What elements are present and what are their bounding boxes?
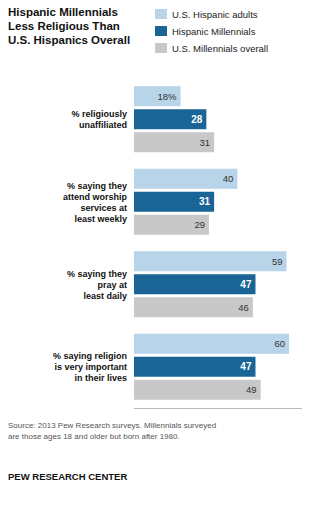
data-label: 47 (240, 279, 252, 290)
data-label: 18% (158, 91, 178, 102)
text-line: pray at (97, 280, 127, 290)
text-line: are those ages 18 and older but born aft… (8, 432, 180, 441)
data-label: 59 (272, 256, 283, 267)
bar (134, 274, 255, 294)
category-label: % saying theypray atleast daily (67, 269, 127, 301)
category-label: % religiouslyunaffiliated (71, 109, 127, 130)
legend: U.S. Hispanic adults Hispanic Millennials… (155, 9, 268, 54)
text-line: unaffiliated (79, 120, 127, 130)
data-label: 31 (199, 196, 211, 207)
data-label: 31 (200, 137, 211, 148)
text-line: is very important (54, 362, 127, 372)
title: Hispanic Millennials Less Religious Than U… (8, 6, 130, 46)
legend-swatch (155, 43, 167, 53)
bars (134, 86, 289, 400)
text-line: least weekly (74, 214, 127, 224)
text-line: Hispanic Millennials (8, 6, 118, 18)
x-axis-line (134, 408, 302, 409)
bar (134, 297, 253, 317)
text-line: services at (80, 203, 127, 213)
data-label: 47 (240, 361, 252, 372)
legend-swatch (155, 26, 167, 36)
bar (134, 109, 206, 129)
data-label: 46 (238, 302, 249, 313)
legend-label: Hispanic Millennials (172, 26, 256, 37)
bar (134, 192, 214, 212)
bar (134, 132, 214, 152)
data-label: 40 (223, 173, 234, 184)
source-note: Source: 2013 Pew Research surveys. Mille… (8, 421, 216, 441)
text-line: U.S. Hispanics Overall (8, 34, 130, 46)
text-line: PEW RESEARCH CENTER (8, 471, 127, 482)
text-line: % religiously (71, 109, 127, 119)
legend-label: U.S. Millennials overall (172, 43, 268, 54)
footer: PEW RESEARCH CENTER (8, 471, 127, 482)
bar (134, 357, 255, 377)
legend-label: U.S. Hispanic adults (172, 9, 258, 20)
chart: Hispanic Millennials Less Religious Than U… (0, 0, 310, 512)
data-labels: 18% 28 31 40 31 29 59 47 46 60 47 49 (158, 91, 286, 396)
text-line: Less Religious Than (8, 20, 120, 32)
data-label: 29 (194, 219, 205, 230)
text-line: attend worship (63, 192, 128, 202)
data-label: 28 (191, 114, 203, 125)
data-label: 60 (274, 338, 285, 349)
bar (134, 334, 289, 354)
text-line: % saying religion (53, 351, 127, 361)
text-line: least daily (83, 291, 127, 301)
category-labels: % religiouslyunaffiliated% saying theyat… (53, 109, 128, 383)
bar (134, 380, 261, 400)
category-label: % saying theyattend worshipservices atle… (63, 181, 128, 224)
text-line: % saying they (67, 181, 127, 191)
category-label: % saying religionis very importantin the… (53, 351, 127, 383)
data-label: 49 (246, 384, 257, 395)
text-line: Source: 2013 Pew Research surveys. Mille… (8, 421, 216, 430)
bar (134, 251, 286, 271)
text-line: % saying they (67, 269, 127, 279)
bar (134, 169, 237, 189)
legend-swatch (155, 9, 167, 19)
bar (134, 86, 181, 106)
bar (134, 215, 209, 235)
text-line: in their lives (74, 373, 127, 383)
